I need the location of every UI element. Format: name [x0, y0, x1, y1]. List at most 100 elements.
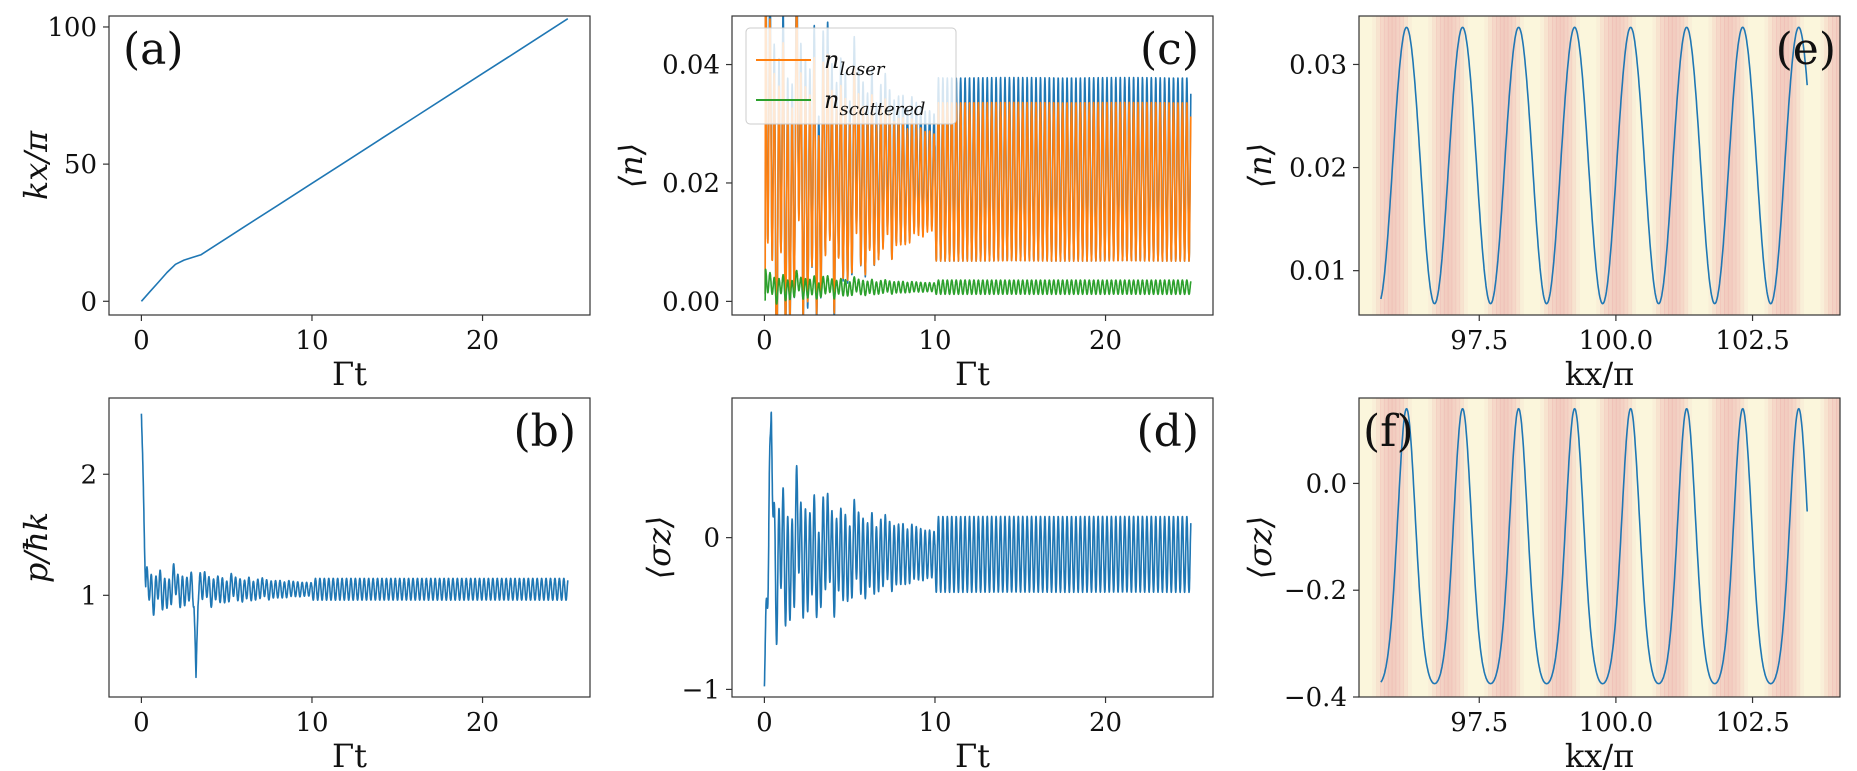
intensity-stripe [1615, 16, 1621, 315]
intensity-stripe [1608, 398, 1613, 697]
intensity-stripe [1836, 16, 1840, 315]
intensity-stripe [1656, 398, 1661, 697]
intensity-stripe [1383, 16, 1389, 315]
intensity-stripe [1555, 16, 1561, 315]
series-line-series-0 [1380, 26, 1808, 305]
intensity-stripe [1832, 16, 1837, 315]
intensity-stripe [1484, 398, 1489, 697]
y-tick-label: 50 [64, 150, 97, 180]
intensity-stripe [1776, 16, 1781, 315]
intensity-stripe [1328, 398, 1332, 697]
intensity-stripe [1316, 398, 1320, 697]
intensity-stripe [1668, 16, 1673, 315]
intensity-stripe [1511, 398, 1517, 697]
intensity-stripe [1336, 398, 1340, 697]
intensity-stripe [1320, 398, 1324, 697]
intensity-stripe [1552, 398, 1557, 697]
intensity-stripe [1712, 398, 1717, 697]
intensity-stripe [1844, 398, 1848, 697]
intensity-stripe [1735, 16, 1741, 315]
intensity-stripe [1787, 16, 1793, 315]
x-tick-label: 10 [918, 326, 951, 356]
intensity-stripe [1348, 16, 1352, 315]
x-tick-label: 100.0 [1579, 326, 1653, 356]
intensity-stripe [1671, 398, 1677, 697]
x-axis-label: kx/π [1565, 737, 1634, 771]
intensity-stripe [1611, 16, 1617, 315]
intensity-stripe [1727, 398, 1733, 697]
x-tick-label: 10 [918, 708, 951, 738]
y-tick-label: −0.4 [1284, 683, 1347, 713]
intensity-stripe [1447, 398, 1453, 697]
intensity-stripe [1664, 398, 1669, 697]
intensity-stripe [1548, 398, 1553, 697]
intensity-stripe [1656, 16, 1661, 315]
intensity-stripe [1571, 398, 1577, 697]
intensity-stripe [1679, 16, 1685, 315]
y-tick-label: 0 [80, 287, 97, 317]
intensity-stripe [1764, 16, 1769, 315]
intensity-stripe [1619, 16, 1625, 315]
legend-entry: nlaser [824, 46, 886, 80]
intensity-stripe [1720, 398, 1725, 697]
intensity-stripe [1463, 398, 1468, 697]
intensity-stripe [1836, 398, 1840, 697]
series-group [763, 411, 1192, 687]
intensity-stripe [1428, 16, 1433, 315]
intensity-stripe [1671, 16, 1677, 315]
intensity-stripe [1403, 398, 1408, 697]
intensity-stripe [1372, 16, 1377, 315]
x-tick-label: 10 [295, 326, 328, 356]
intensity-stripe [1596, 398, 1601, 697]
intensity-stripe [1708, 398, 1713, 697]
intensity-stripe [1507, 398, 1513, 697]
intensity-stripe [1660, 16, 1665, 315]
intensity-stripe [1391, 16, 1397, 315]
series-group [763, 16, 1192, 315]
intensity-stripe [1668, 398, 1673, 697]
intensity-stripe [1496, 398, 1501, 697]
intensity-stripe [1439, 16, 1445, 315]
intensity-stripe [1348, 398, 1352, 697]
series-line-series-0 [140, 18, 569, 302]
intensity-stripe [1799, 16, 1805, 315]
intensity-stripe [1623, 16, 1629, 315]
intensity-stripe [1492, 398, 1497, 697]
intensity-stripe [1848, 398, 1852, 697]
intensity-stripe [1679, 398, 1685, 697]
intensity-stripe [1731, 16, 1737, 315]
intensity-stripe [1675, 16, 1681, 315]
intensity-stripe [1820, 398, 1825, 697]
series-line-series-0 [1380, 407, 1808, 685]
intensity-stripe [1443, 398, 1449, 697]
intensity-stripe [1344, 398, 1348, 697]
intensity-stripe [1280, 398, 1284, 697]
intensity-stripe [1660, 398, 1665, 697]
intensity-stripe [1544, 398, 1549, 697]
intensity-stripe [1519, 16, 1524, 315]
intensity-stripe [1455, 16, 1461, 315]
intensity-stripe [1499, 398, 1505, 697]
intensity-stripe [1783, 398, 1789, 697]
series-line-scattered [763, 268, 1192, 305]
intensity-stripe [1383, 398, 1389, 697]
x-tick-label: 102.5 [1715, 708, 1789, 738]
intensity-stripe [1664, 16, 1669, 315]
intensity-stripe [1828, 16, 1833, 315]
y-tick-label: 0 [703, 524, 720, 554]
x-tick-label: 20 [1089, 708, 1122, 738]
intensity-stripe [1503, 16, 1509, 315]
intensity-stripe [1387, 16, 1393, 315]
intensity-stripe [1791, 16, 1797, 315]
x-tick-label: 10 [295, 708, 328, 738]
intensity-stripe [1652, 398, 1657, 697]
x-tick-label: 97.5 [1450, 708, 1508, 738]
intensity-stripe [1332, 398, 1336, 697]
intensity-stripe [1484, 16, 1489, 315]
intensity-stripe [1563, 16, 1569, 315]
intensity-stripe [1683, 398, 1689, 697]
y-axis-label: p/ħk [17, 512, 55, 583]
x-tick-label: 97.5 [1450, 326, 1508, 356]
y-tick-label: −1 [682, 675, 720, 705]
